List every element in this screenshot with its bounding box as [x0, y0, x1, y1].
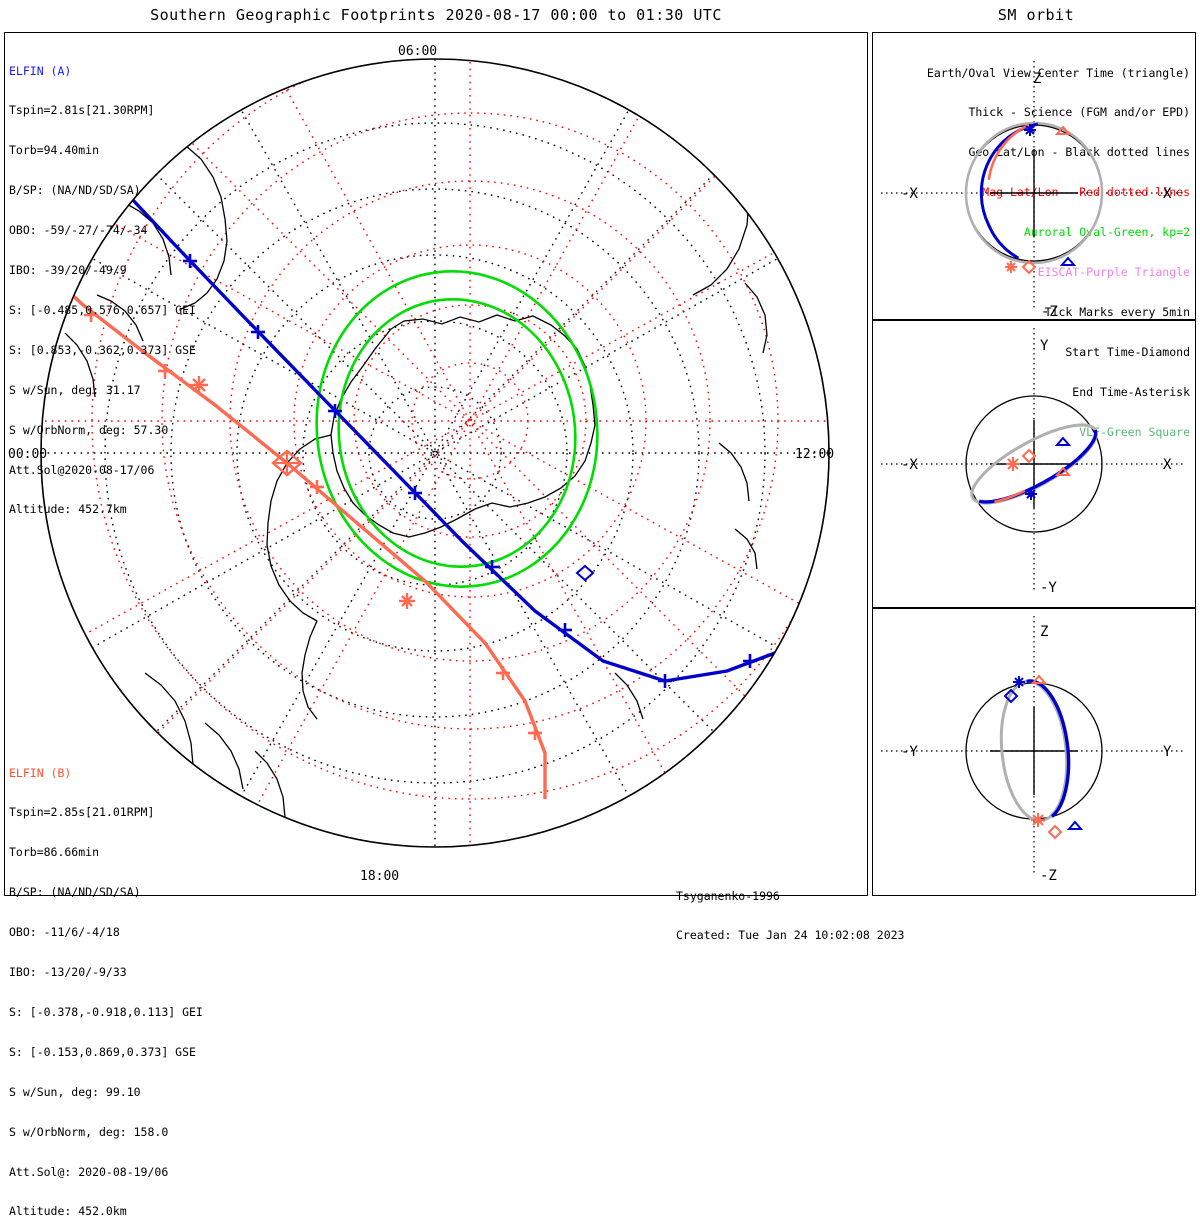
elfin-a-line-1: Torb=94.40min	[9, 143, 100, 158]
elfin-a-info-block: ELFIN (A) Tspin=2.81s[21.30RPM] Torb=94.…	[9, 38, 196, 530]
sm-orbit-xy: Y -Y -X X	[881, 328, 1186, 596]
sm-yz-axis-y: Y	[1163, 744, 1172, 760]
elfin-a-line-9: Att.Sol@2020-08-17/06	[9, 462, 155, 477]
legend-item-view-center: Earth/Oval View Center Time (triangle)	[926, 65, 1190, 80]
legend-item-mag-grid: Mag Lat/Lon - Red dotted lines	[982, 185, 1190, 200]
elfin-b-line-6: S: [-0.153,0.869,0.373] GSE	[9, 1044, 196, 1059]
polar-footprint-map[interactable]	[4, 32, 868, 896]
sm-xy-axis-y: Y	[1040, 338, 1049, 354]
elfin-a-label: ELFIN (A)	[9, 63, 72, 78]
sm-xz-axis-x: X	[1163, 186, 1172, 202]
clock-label-right: 12:00	[795, 447, 835, 462]
legend-item-end-time: End Time-Asterisk	[1072, 384, 1190, 399]
elfin-a-line-5: S: [-0.485,0.576,0.657] GEI	[9, 302, 196, 317]
elfin-b-line-1: Torb=86.66min	[9, 845, 100, 860]
legend-item-eiscat: EISCAT-Purple Triangle	[1037, 265, 1190, 280]
sm-orbit-yz: Z -Z -Y Y	[881, 616, 1186, 884]
sm-xz-axis-z: Z	[1033, 71, 1041, 87]
sm-panel-title: SM orbit	[997, 6, 1075, 24]
geo-latitude-grid	[41, 59, 829, 847]
clock-label-top: 06:00	[398, 44, 438, 59]
legend-item-tick-marks: Tick Marks every 5min	[1044, 304, 1190, 319]
elfin-a-track	[115, 181, 776, 688]
elfin-a-line-4: IBO: -39/20/-49/9	[9, 263, 127, 278]
elfin-b-line-4: IBO: -13/20/-9/33	[9, 965, 127, 980]
sm-orbit-panels[interactable]: Z -Z -X X Y -Y -X X	[872, 32, 1196, 896]
map-outer-circle	[40, 58, 830, 848]
elfin-a-line-3: OBO: -59/-27/-74/-34	[9, 223, 148, 238]
elfin-b-line-8: S w/OrbNorm, deg: 158.0	[9, 1124, 169, 1139]
elfin-b-line-2: B/SP: (NA/ND/SD/SA)	[9, 885, 141, 900]
sm-yz-axis-neg-y: -Y	[901, 744, 918, 760]
map-canvas	[40, 58, 830, 848]
sm-yz-axis-z: Z	[1040, 624, 1048, 640]
clock-label-left: 00:00	[8, 447, 48, 462]
legend-item-geo-grid: Geo Lat/Lon - Black dotted lines	[968, 145, 1190, 160]
legend-item-thick-science: Thick - Science (FGM and/or EPD)	[968, 105, 1190, 120]
sm-xz-axis-neg-z: -Z	[1041, 304, 1058, 319]
elfin-b-line-5: S: [-0.378,-0.918,0.113] GEI	[9, 1004, 203, 1019]
elfin-b-label: ELFIN (B)	[9, 765, 72, 780]
created-timestamp: Created: Tue Jan 24 10:02:08 2023	[676, 928, 905, 943]
elfin-a-view-center-triangle	[575, 564, 595, 582]
elfin-b-end-asterisk	[190, 376, 415, 609]
mag-longitude-grid	[41, 59, 829, 847]
sm-xy-axis-x: X	[1163, 457, 1172, 473]
sm-panel-divider-1	[873, 319, 1195, 321]
elfin-b-line-9: Att.Sol@: 2020-08-19/06	[9, 1164, 169, 1179]
footer-stamp: Tsyganenko-1996 Created: Tue Jan 24 10:0…	[676, 863, 904, 956]
sm-yz-axis-neg-z: -Z	[1040, 868, 1057, 884]
legend-item-auroral-oval: Auroral Oval-Green, kp=2	[1023, 225, 1190, 240]
elfin-a-line-8: S w/OrbNorm, deg: 57.30	[9, 422, 169, 437]
elfin-b-line-7: S w/Sun, deg: 99.10	[9, 1084, 141, 1099]
elfin-b-line-10: Altitude: 452.0km	[9, 1204, 127, 1219]
sm-xz-axis-neg-x: -X	[901, 186, 918, 202]
clock-label-bottom: 18:00	[360, 869, 400, 884]
geo-longitude-grid	[41, 59, 829, 847]
elfin-b-line-0: Tspin=2.85s[21.01RPM]	[9, 805, 155, 820]
sm-xy-axis-neg-x: -X	[901, 457, 918, 473]
elfin-a-tick-marks	[116, 183, 757, 688]
coastlines	[64, 112, 768, 847]
elfin-b-track	[47, 271, 547, 799]
elfin-b-line-3: OBO: -11/6/-4/18	[9, 925, 120, 940]
elfin-a-line-10: Altitude: 452.7km	[9, 502, 127, 517]
page-title: Southern Geographic Footprints 2020-08-1…	[150, 6, 722, 24]
elfin-a-line-7: S w/Sun, deg: 31.17	[9, 382, 141, 397]
elfin-b-start-diamond	[271, 449, 303, 477]
elfin-a-line-0: Tspin=2.81s[21.30RPM]	[9, 103, 155, 118]
legend-item-start-time: Start Time-Diamond	[1065, 344, 1190, 359]
sm-panel-divider-2	[873, 607, 1195, 609]
sm-orbit-xz: Z -Z -X X	[881, 61, 1186, 319]
sm-xy-axis-neg-y: -Y	[1040, 580, 1057, 596]
auroral-oval	[315, 270, 599, 588]
magnetic-field-model: Tsyganenko-1996	[676, 888, 780, 903]
elfin-a-line-2: B/SP: (NA/ND/SD/SA)	[9, 183, 141, 198]
elfin-a-line-6: S: [0.853,-0.362,0.373] GSE	[9, 342, 196, 357]
map-legend: Earth/Oval View Center Time (triangle) T…	[927, 40, 1190, 452]
elfin-b-info-block: ELFIN (B) Tspin=2.85s[21.01RPM] Torb=86.…	[9, 740, 203, 1232]
